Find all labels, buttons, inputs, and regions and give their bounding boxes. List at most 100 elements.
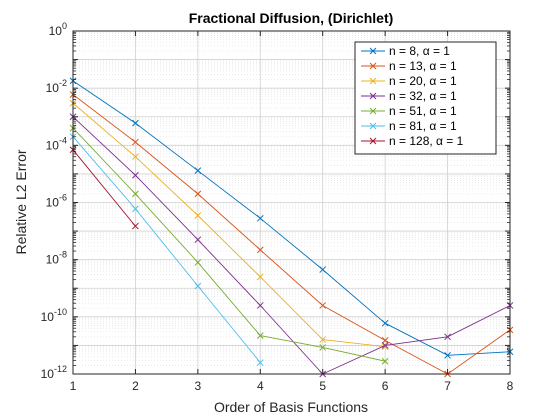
legend-marker [369,47,377,55]
series-line [72,127,386,362]
data-point [256,246,264,254]
legend-marker [369,137,377,145]
y-tick-label: 10-12 [41,364,67,381]
marker-stroke [132,205,139,213]
data-point [256,273,264,281]
data-point [194,212,202,219]
marker-stroke [381,342,389,349]
x-tick-label: 7 [444,379,451,393]
marker-stroke [194,282,202,290]
legend-label: n = 20, α = 1 [389,74,457,88]
marker-stroke [444,351,451,359]
data-point [132,171,139,179]
series-3 [69,99,389,351]
marker-stroke [319,336,327,343]
data-point [194,167,202,175]
legend-marker [369,107,377,115]
data-point [319,302,327,309]
x-tick-label: 1 [70,379,77,393]
marker-stroke [194,212,202,219]
legend-item: n = 128, α = 1 [361,134,464,148]
x-tick-label: 8 [507,379,514,393]
data-point [194,190,202,198]
data-point [319,344,327,351]
legend-item: n = 13, α = 1 [361,59,457,73]
data-point [381,342,389,349]
legend-label: n = 13, α = 1 [389,59,457,73]
y-tick-exponent: -8 [59,250,67,260]
data-point [194,282,202,290]
x-tick-label: 2 [132,379,139,393]
y-tick-label: 100 [49,21,67,38]
x-tick-label: 3 [195,379,202,393]
data-point [319,336,327,343]
y-tick-base: 10 [46,196,60,210]
data-point [256,359,264,366]
marker-stroke [319,266,327,273]
legend-marker [369,77,377,85]
marker-stroke [132,222,139,230]
marker-stroke [132,138,139,146]
marker-stroke [194,190,202,198]
series-line [72,94,511,375]
legend-label: n = 81, α = 1 [389,119,457,133]
legend-item: n = 20, α = 1 [361,74,457,88]
y-tick-exponent: 0 [62,21,67,31]
data-point [381,319,389,327]
y-tick-exponent: -10 [54,307,67,317]
data-point [256,214,264,222]
legend-marker [369,62,377,70]
data-point [256,332,264,339]
y-tick-label: 10-2 [46,78,67,95]
legend-item: n = 32, α = 1 [361,89,457,103]
legend-label: n = 128, α = 1 [389,134,464,148]
marker-stroke [381,337,389,344]
data-point [444,333,451,341]
marker-stroke [381,319,389,327]
y-tick-base: 10 [46,81,60,95]
y-tick-label: 10-8 [46,250,67,267]
x-tick-label: 5 [319,379,326,393]
legend-marker [369,122,377,130]
marker-stroke [256,332,264,339]
x-tick-labels: 1 2 3 4 5 6 7 8 [70,379,514,393]
marker-stroke [194,236,202,244]
minor-grid [73,31,510,366]
data-point [381,357,389,365]
y-tick-label: 10-4 [46,135,67,152]
y-tick-exponent: -12 [54,364,67,374]
marker-stroke [444,333,451,341]
marker-stroke [319,302,327,309]
y-tick-base: 10 [41,310,55,324]
data-point [381,337,389,344]
series-line [72,116,511,375]
chart-title: Fractional Diffusion, (Dirichlet) [189,10,394,26]
data-point [444,351,451,359]
series-line [72,136,261,363]
axis-ticks [72,30,511,375]
marker-stroke [319,344,327,351]
data-point [132,222,139,230]
y-tick-exponent: -6 [59,193,67,203]
legend-item: n = 8, α = 1 [361,44,450,58]
data-point [132,153,139,161]
marker-stroke [132,190,139,198]
marker-stroke [256,359,264,366]
marker-stroke [194,259,202,266]
y-tick-base: 10 [49,24,63,38]
legend-item: n = 81, α = 1 [361,119,457,133]
marker-stroke [132,153,139,161]
marker-stroke [132,171,139,179]
legend-label: n = 32, α = 1 [389,89,457,103]
series-5 [69,124,389,365]
legend-marker [369,92,377,100]
y-tick-base: 10 [46,138,60,152]
y-tick-exponent: -4 [59,135,67,145]
data-point [132,205,139,213]
marker-stroke [256,246,264,254]
series-layer [69,77,514,378]
legend-item: n = 51, α = 1 [361,104,457,118]
data-point [132,119,139,127]
y-tick-base: 10 [46,253,60,267]
